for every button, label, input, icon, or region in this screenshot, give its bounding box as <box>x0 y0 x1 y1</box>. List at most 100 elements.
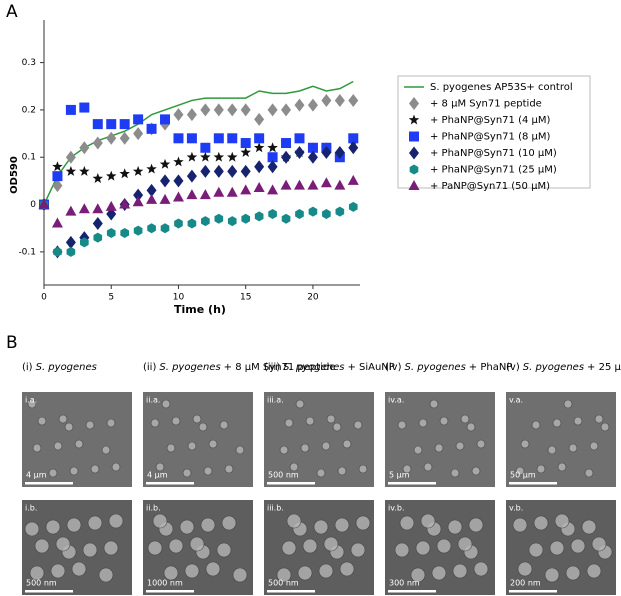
marker-square <box>146 123 157 134</box>
marker-hexagon <box>281 213 291 224</box>
marker-square <box>173 133 184 144</box>
marker-star <box>65 165 77 176</box>
marker-square <box>227 133 238 144</box>
image-tag: iv.b. <box>388 504 405 513</box>
sem-texture <box>557 462 567 472</box>
sem-texture <box>286 513 302 529</box>
column-title: (iii) S. pyogenes + SiAuNP <box>264 362 395 373</box>
sem-texture <box>473 561 489 577</box>
marker-hexagon <box>106 227 116 238</box>
sem-texture <box>415 540 431 556</box>
scale-label: 1000 nm <box>147 579 183 588</box>
marker-diamond <box>281 150 292 164</box>
data-line <box>43 80 354 205</box>
legend-label: + 8 µM Syn71 peptide <box>430 99 542 110</box>
image-tag: iii.b. <box>267 504 284 513</box>
marker-diamond <box>186 169 197 183</box>
marker-triangle <box>320 177 332 188</box>
sem-texture <box>552 418 562 428</box>
marker-hexagon <box>308 206 318 217</box>
scale-label: 300 nm <box>389 579 420 588</box>
legend-label: + PhaNP@Syn71 (4 µM) <box>430 115 551 126</box>
sem-texture <box>316 468 326 478</box>
sem-texture <box>208 439 218 449</box>
marker-diamond <box>321 146 332 159</box>
marker-triangle <box>146 193 158 204</box>
sem-texture <box>45 519 61 535</box>
sem-texture <box>27 399 37 409</box>
sem-texture <box>111 462 121 472</box>
marker-triangle <box>307 179 319 190</box>
legend-label: + PhaNP@Syn71 (10 µM) <box>430 148 557 159</box>
marker-star <box>253 142 265 153</box>
sem-texture <box>305 416 315 426</box>
sem-texture <box>106 418 116 428</box>
column-title: (ii) S. pyogenes + 8 µM Syn71 peptide <box>143 362 335 373</box>
marker-diamond <box>307 98 318 112</box>
sem-texture <box>289 462 299 472</box>
marker-hexagon <box>120 227 130 238</box>
scale-bar <box>388 482 436 485</box>
legend-label: + PhaNP@Syn71 (25 µM) <box>430 165 557 176</box>
marker-square <box>348 133 359 144</box>
sem-texture <box>216 542 232 558</box>
marker-triangle <box>347 174 359 185</box>
marker-diamond <box>227 103 238 117</box>
marker-diamond <box>65 150 76 164</box>
marker-diamond <box>146 183 157 197</box>
marker-diamond <box>106 131 117 145</box>
y-tick-label: 0.2 <box>22 105 36 115</box>
marker-hexagon <box>187 218 197 229</box>
sem-texture <box>460 414 470 424</box>
sem-texture <box>302 538 318 554</box>
marker-triangle <box>172 191 184 202</box>
y-tick-label: -0.1 <box>18 247 36 257</box>
marker-hexagon <box>147 223 156 234</box>
sem-texture <box>179 519 195 535</box>
marker-triangle <box>226 186 238 197</box>
legend-box <box>397 75 591 189</box>
sem-texture <box>74 439 84 449</box>
marker-square <box>240 138 251 149</box>
sem-image <box>143 392 253 487</box>
sem-texture <box>418 418 428 428</box>
sem-texture <box>531 420 541 430</box>
marker-hexagon <box>80 237 89 248</box>
sem-texture <box>82 542 98 558</box>
marker-diamond <box>281 103 292 117</box>
sem-texture <box>431 565 447 581</box>
sem-texture <box>192 414 202 424</box>
marker-diamond <box>160 174 171 188</box>
sem-texture <box>205 561 221 577</box>
sem-texture <box>184 563 200 579</box>
title-part: + SiAuNP <box>347 362 394 373</box>
marker-square <box>281 138 292 149</box>
scale-bar <box>388 590 436 593</box>
marker-diamond <box>409 97 419 110</box>
sem-texture <box>90 464 100 474</box>
image-tag: i.a. <box>25 396 37 405</box>
marker-star <box>186 151 198 162</box>
sem-texture <box>189 536 205 552</box>
x-tick-label: 15 <box>240 293 251 303</box>
sem-texture <box>512 517 528 533</box>
sem-texture <box>171 416 181 426</box>
sem-texture <box>476 439 486 449</box>
scale-label: 200 nm <box>510 579 541 588</box>
sem-texture <box>353 420 363 430</box>
sem-texture <box>50 563 66 579</box>
marker-diamond <box>213 103 224 117</box>
marker-star <box>213 151 225 162</box>
marker-hexagon <box>133 225 143 236</box>
sem-texture <box>150 418 160 428</box>
sem-texture <box>295 399 305 409</box>
scale-bar <box>146 482 194 485</box>
sem-texture <box>457 536 473 552</box>
marker-triangle <box>119 198 131 209</box>
sem-texture <box>589 441 599 451</box>
column-title: (v)S. pyogenes+ 25 µM PhaNP@Syn71 <box>506 362 621 373</box>
sem-texture <box>64 422 74 432</box>
title-part: (iii) <box>264 362 280 373</box>
marker-star <box>173 156 184 167</box>
